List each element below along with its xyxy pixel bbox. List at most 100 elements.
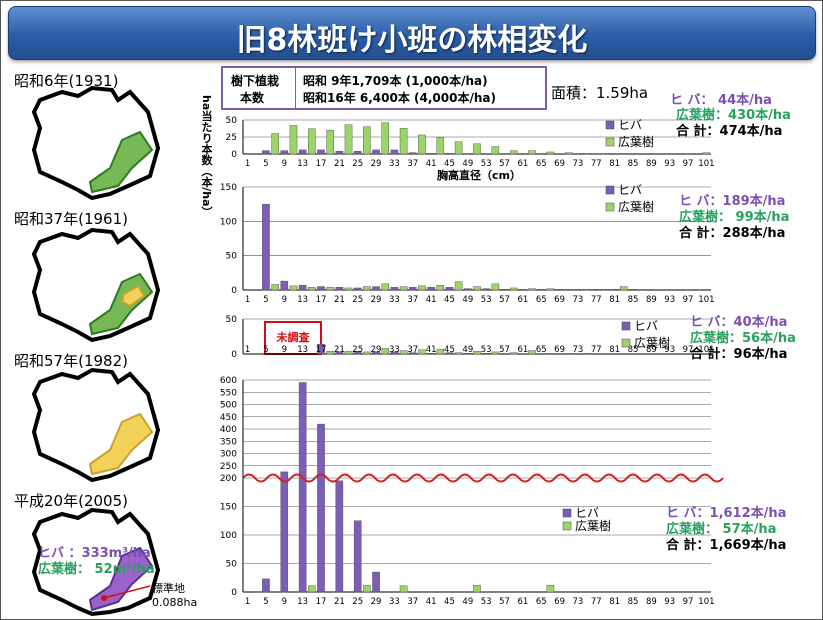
x-tick-label: 61 <box>517 345 528 355</box>
unsurveyed-badge: 未調査 <box>264 321 322 355</box>
x-tick-label: 1 <box>245 597 250 607</box>
x-tick-label: 65 <box>536 295 547 305</box>
x-tick-label: 13 <box>297 345 308 355</box>
x-tick-label: 1 <box>245 295 250 305</box>
planting-header-2: 本数 <box>240 91 265 105</box>
y-tick-label: 0 <box>231 286 237 296</box>
x-tick-label: 89 <box>646 597 657 607</box>
x-tick-label: 97 <box>683 597 694 607</box>
y-tick-label: 150 <box>220 183 237 193</box>
broadleaf-bar <box>528 150 536 155</box>
legend-hiba-swatch <box>562 508 572 518</box>
x-tick-label: 13 <box>297 295 308 305</box>
hiba-bar <box>262 150 270 155</box>
y-tick-label: 400 <box>220 425 237 435</box>
hiba-bar <box>335 480 344 593</box>
map-1961 <box>31 227 161 343</box>
broadleaf-bar <box>271 284 279 291</box>
stats-1982-hiba: ヒ バ：40本/ha <box>690 315 788 330</box>
hiba-bar <box>482 288 490 291</box>
hiba-bar <box>317 286 325 291</box>
broadleaf-bar <box>326 351 334 355</box>
x-tick-label: 93 <box>664 345 675 355</box>
y-tick-label: 50 <box>226 116 238 126</box>
y-tick-label: 500 <box>220 401 237 411</box>
legend-broadleaf-label: 広葉樹 <box>575 519 611 533</box>
broadleaf-bar <box>583 153 591 155</box>
broadleaf-bar <box>381 348 390 355</box>
x-tick-label: 85 <box>628 597 639 607</box>
x-tick-label: 29 <box>371 597 382 607</box>
x-tick-label: 53 <box>481 345 492 355</box>
hiba-bar <box>353 520 362 593</box>
hiba-bar <box>298 382 307 593</box>
stats-1982-broadleaf: 広葉樹：56本/ha <box>690 331 796 346</box>
planting-info-box: 樹下植栽 本数 昭和 9年1,709本 (1,000本/ha) 昭和16年 6,… <box>221 66 547 110</box>
broadleaf-bar <box>326 287 334 291</box>
legend-hiba-swatch <box>605 120 615 130</box>
hiba-bar <box>408 152 417 155</box>
x-tick-label: 25 <box>352 295 363 305</box>
x-tick-label: 61 <box>517 159 528 169</box>
hiba-bar <box>445 352 454 355</box>
hiba-bar <box>427 287 435 291</box>
hiba-bar <box>298 149 307 155</box>
broadleaf-bar <box>473 286 481 291</box>
hiba-bar <box>445 287 454 291</box>
x-tick-label: 53 <box>481 159 492 169</box>
broadleaf-bar <box>564 353 573 355</box>
x-tick-label: 9 <box>282 345 287 355</box>
x-tick-label: 101 <box>698 295 714 305</box>
broadleaf-bar <box>454 141 463 155</box>
hiba-bar <box>280 471 289 593</box>
broadleaf-bar <box>620 153 628 155</box>
x-tick-label: 81 <box>609 345 620 355</box>
broadleaf-bar <box>399 350 408 355</box>
era-label-2005: 平成20年(2005) <box>14 492 128 510</box>
broadleaf-bar <box>363 126 371 155</box>
x-tick-label: 37 <box>407 295 418 305</box>
broadleaf-bar <box>436 137 445 155</box>
x-tick-label: 73 <box>573 345 584 355</box>
x-tick-label: 9 <box>282 159 287 169</box>
hiba-bar <box>317 149 325 155</box>
hiba-bar <box>408 287 417 291</box>
x-tick-label: 37 <box>407 597 418 607</box>
map-hiba-volume: ヒバ ：333m³/ha <box>38 546 151 561</box>
broadleaf-bar <box>473 351 481 355</box>
hiba-bar <box>335 351 344 355</box>
x-tick-label: 17 <box>316 159 327 169</box>
hiba-bar <box>537 289 546 291</box>
era-label-1961: 昭和37年(1961) <box>14 210 128 228</box>
broadleaf-bar <box>620 286 628 291</box>
x-tick-label: 21 <box>334 597 345 607</box>
x-tick-label: 73 <box>573 295 584 305</box>
x-tick-label: 37 <box>407 159 418 169</box>
x-tick-label: 57 <box>499 295 510 305</box>
stats-2005-broadleaf: 広葉樹： 57本/ha <box>666 522 777 537</box>
broadleaf-patch <box>88 130 154 194</box>
x-tick-label: 57 <box>499 597 510 607</box>
x-tick-label: 29 <box>371 345 382 355</box>
legend-broadleaf-swatch <box>605 137 615 147</box>
broadleaf-bar <box>583 353 591 355</box>
hiba-bar <box>317 423 325 593</box>
x-tick-label: 53 <box>481 597 492 607</box>
map-2005 <box>31 507 161 617</box>
x-tick-label: 73 <box>573 159 584 169</box>
hiba-bar <box>353 151 362 155</box>
broadleaf-bar <box>546 353 555 355</box>
x-tick-label: 85 <box>628 295 639 305</box>
x-tick-label: 81 <box>609 295 620 305</box>
hiba-patch <box>120 284 146 308</box>
y-axis-label: ha当たり本数（本/ha） <box>200 95 213 218</box>
legend-hiba-label: ヒバ <box>618 183 642 197</box>
y-tick-label: 450 <box>220 413 237 423</box>
x-tick-label: 41 <box>426 295 437 305</box>
broadleaf-bar <box>418 349 426 355</box>
x-tick-label: 89 <box>646 159 657 169</box>
broadleaf-bar <box>473 584 481 593</box>
broadleaf-bar <box>454 352 463 355</box>
broadleaf-bar <box>454 281 463 291</box>
